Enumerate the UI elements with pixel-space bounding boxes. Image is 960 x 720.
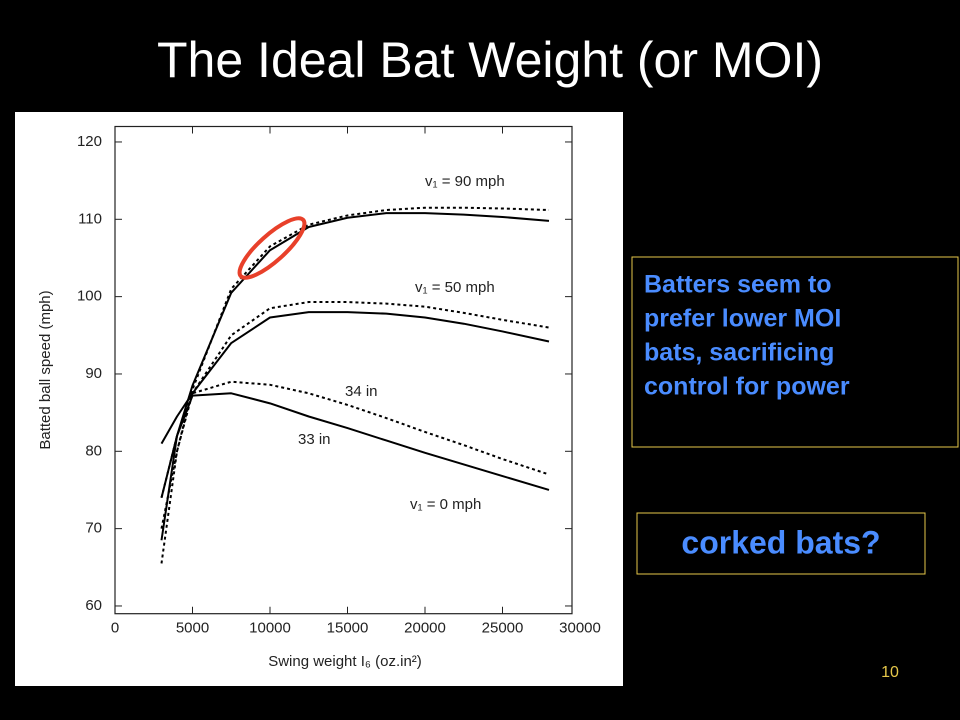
x-tick-label: 10000 [249, 620, 291, 637]
y-tick-label: 100 [77, 288, 102, 305]
line-series [160, 311, 550, 445]
y-tick-label: 120 [77, 133, 102, 150]
callout-line: control for power [644, 373, 850, 401]
y-tick-label: 110 [78, 210, 102, 227]
x-tick-label: 20000 [404, 620, 446, 637]
callout-line: prefer lower MOI [644, 305, 841, 333]
y-axis-label: Batted ball speed (mph) [37, 290, 54, 449]
x-tick-label: 30000 [559, 620, 601, 637]
y-tick-label: 60 [85, 597, 102, 614]
annotation: v₁ = 90 mph [425, 173, 505, 190]
page-number: 10 [881, 664, 899, 681]
question-box [636, 512, 926, 575]
line-series [160, 301, 550, 498]
x-tick-label: 0 [111, 620, 119, 637]
annotation: 33 in [298, 431, 331, 448]
x-axis-label: Swing weight I₆ (oz.in²) [268, 653, 422, 670]
annotation: 34 in [345, 383, 378, 400]
slide-title: The Ideal Bat Weight (or MOI) [157, 32, 823, 88]
line-series [160, 212, 550, 498]
callout-line: bats, sacrificing [644, 339, 834, 367]
y-tick-label: 90 [85, 365, 102, 382]
y-tick-label: 80 [85, 442, 102, 459]
chart-panel [15, 112, 623, 686]
line-series [160, 380, 550, 564]
annotation: v₁ = 50 mph [415, 279, 495, 296]
x-tick-label: 25000 [482, 620, 524, 637]
callout-box [631, 256, 959, 448]
plot: 60 70 80 90 100 110 120 0 5000 10000 15000 20000 250… [37, 125, 601, 670]
question: corked bats? [681, 524, 880, 560]
annotation: v₁ = 0 mph [410, 496, 481, 513]
highlight-ellipse [237, 216, 307, 280]
y-tick-label: 70 [85, 520, 102, 537]
x-tick-label: 5000 [176, 620, 209, 637]
plot-frame [114, 125, 573, 615]
x-tick-label: 15000 [327, 620, 369, 637]
callout-line: Batters seem to [644, 271, 832, 299]
